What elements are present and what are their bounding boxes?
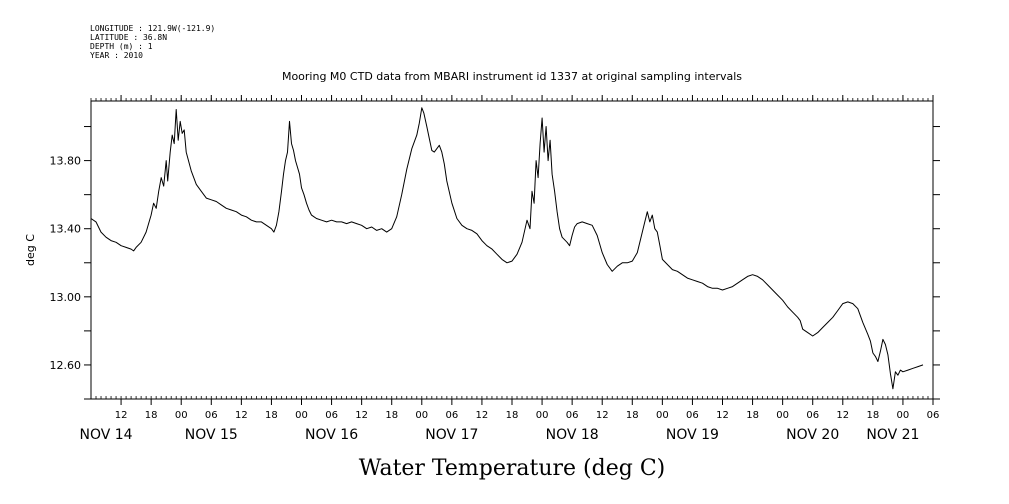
y-tick-label: 13.40 bbox=[50, 223, 82, 236]
x-hour-label: 06 bbox=[205, 410, 218, 421]
x-hour-label: 00 bbox=[897, 410, 910, 421]
x-hour-label: 12 bbox=[115, 410, 128, 421]
x-hour-label: 06 bbox=[325, 410, 338, 421]
chart-title: Mooring M0 CTD data from MBARI instrumen… bbox=[282, 70, 742, 83]
y-axis-ticks bbox=[84, 126, 940, 400]
x-hour-label: 18 bbox=[265, 410, 278, 421]
x-axis-label: Water Temperature (deg C) bbox=[359, 456, 666, 481]
y-tick-label: 13.00 bbox=[50, 291, 82, 304]
depth-label: DEPTH (m) : 1 bbox=[90, 42, 153, 51]
x-hour-label: 06 bbox=[566, 410, 579, 421]
longitude-label: LONGITUDE : 121.9W(-121.9) bbox=[90, 24, 215, 33]
x-hour-label: 00 bbox=[175, 410, 188, 421]
x-axis-major-ticks bbox=[120, 95, 934, 405]
x-hour-label: 18 bbox=[746, 410, 759, 421]
x-hour-label: 06 bbox=[445, 410, 458, 421]
y-tick-label: 13.80 bbox=[50, 155, 82, 168]
temperature-series-line bbox=[90, 107, 924, 390]
x-day-label: NOV 17 bbox=[425, 427, 478, 443]
x-axis-day-labels: NOV 14 NOV 15 NOV 16 NOV 17 NOV 18 NOV 19 NOV … bbox=[79, 427, 919, 443]
x-hour-label: 12 bbox=[476, 410, 489, 421]
x-day-label: NOV 14 bbox=[79, 427, 132, 443]
x-hour-label: 18 bbox=[506, 410, 519, 421]
x-hour-label: 00 bbox=[536, 410, 549, 421]
x-hour-label: 00 bbox=[656, 410, 669, 421]
x-day-label: NOV 15 bbox=[185, 427, 238, 443]
y-axis-tick-labels: 12.60 13.00 13.40 13.80 bbox=[50, 155, 82, 372]
x-hour-label: 00 bbox=[295, 410, 308, 421]
x-hour-label: 18 bbox=[866, 410, 879, 421]
x-hour-label: 18 bbox=[626, 410, 639, 421]
x-hour-label: 06 bbox=[806, 410, 819, 421]
x-hour-label: 06 bbox=[927, 410, 940, 421]
x-axis-minor-ticks bbox=[90, 98, 934, 399]
y-tick-label: 12.60 bbox=[50, 359, 82, 372]
latitude-label: LATITUDE : 36.8N bbox=[90, 33, 167, 42]
x-day-label: NOV 20 bbox=[786, 427, 839, 443]
x-hour-label: 12 bbox=[235, 410, 248, 421]
x-day-label: NOV 19 bbox=[666, 427, 719, 443]
x-hour-label: 00 bbox=[776, 410, 789, 421]
x-hour-label: 06 bbox=[686, 410, 699, 421]
x-axis-hour-labels: 12 18 00 06 12 18 00 06 12 18 00 06 12 18 00 06 12 18 00 06… bbox=[115, 410, 940, 421]
x-hour-label: 12 bbox=[716, 410, 729, 421]
x-hour-label: 12 bbox=[355, 410, 368, 421]
year-label: YEAR : 2010 bbox=[90, 51, 143, 60]
x-hour-label: 00 bbox=[415, 410, 428, 421]
y-axis-label: deg C bbox=[24, 234, 37, 266]
x-hour-label: 18 bbox=[145, 410, 158, 421]
x-day-label: NOV 16 bbox=[305, 427, 358, 443]
x-day-label: NOV 18 bbox=[546, 427, 599, 443]
x-hour-label: 18 bbox=[385, 410, 398, 421]
x-hour-label: 12 bbox=[836, 410, 849, 421]
series-layer bbox=[90, 107, 924, 390]
x-day-label: NOV 21 bbox=[866, 427, 919, 443]
plot-frame bbox=[90, 100, 934, 400]
x-hour-label: 12 bbox=[596, 410, 609, 421]
